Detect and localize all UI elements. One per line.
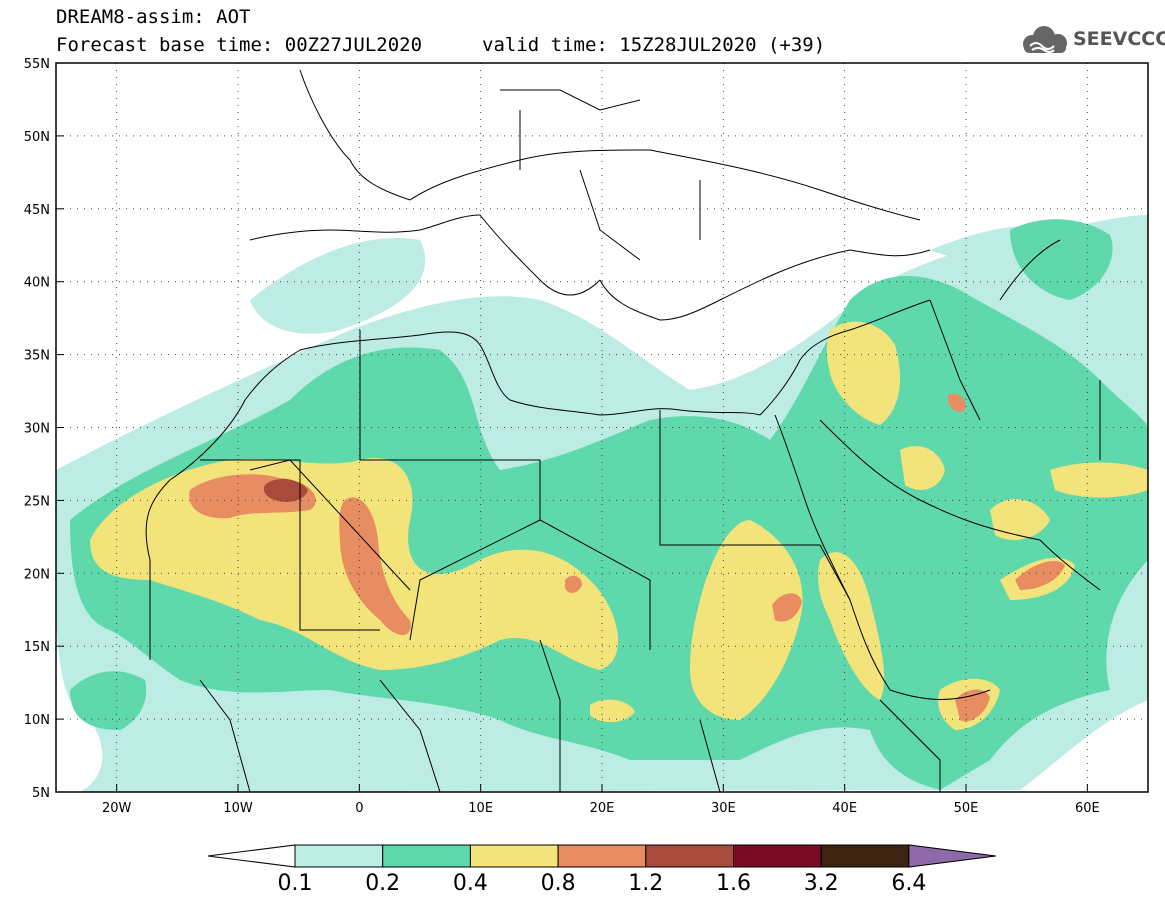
lon-tick-label: 10W [223, 801, 253, 816]
colorbar-segment-3 [469, 844, 559, 868]
lat-tick-label: 30N [24, 422, 50, 437]
cloud-icon [1023, 26, 1067, 53]
title-base-time: Forecast base time: 00Z27JUL2020 [56, 34, 423, 56]
colorbar-over-triangle [908, 844, 996, 868]
colorbar-segment-2 [382, 844, 471, 868]
colorbar-segment-7 [820, 844, 910, 868]
colorbar-label: 0.1 [277, 871, 313, 896]
lat-tick-label: 50N [24, 130, 50, 145]
lon-tick-label: 20W [102, 801, 132, 816]
colorbar-label: 0.4 [452, 871, 488, 896]
lat-tick-label: 10N [24, 713, 50, 728]
lon-tick-label: 10E [468, 801, 493, 816]
lon-tick-label: 30E [711, 801, 736, 816]
colorbar-segment-6 [733, 844, 822, 868]
country-borders [145, 69, 1101, 792]
colorbar-label: 0.2 [365, 871, 401, 896]
lat-tick-label: 20N [24, 567, 50, 582]
colorbar-segment-4 [557, 844, 647, 868]
aot-field [56, 215, 1148, 792]
colorbar [207, 844, 996, 868]
lon-tick-label: 20E [590, 801, 615, 816]
lat-tick-label: 25N [24, 494, 50, 509]
lat-tick-label: 35N [24, 349, 50, 364]
colorbar-label: 1.2 [628, 871, 664, 896]
axis-ticks: 20W 10W 0 10E 20E 30E 40E 50E 60E 5N 10N 15N 20N 25N 3… [24, 57, 1100, 816]
lon-tick-label: 0 [355, 801, 363, 816]
aot-level-1-2 [263, 478, 308, 502]
lat-tick-label: 5N [32, 786, 50, 801]
colorbar-label: 6.4 [891, 871, 927, 896]
lat-tick-label: 15N [24, 640, 50, 655]
lon-tick-label: 40E [832, 801, 857, 816]
colorbar-label: 3.2 [803, 871, 839, 896]
lat-tick-label: 45N [24, 203, 50, 218]
colorbar-under-triangle [207, 844, 296, 868]
title-valid-time: valid time: 15Z28JUL2020 (+39) [482, 34, 826, 56]
colorbar-segment-5 [645, 844, 734, 868]
lon-tick-label: 60E [1075, 801, 1100, 816]
grid-lines [56, 63, 1148, 792]
colorbar-segment-1 [294, 844, 384, 868]
lon-tick-label: 50E [954, 801, 979, 816]
logo-text: SEEVCCC [1073, 28, 1165, 50]
colorbar-label: 1.6 [716, 871, 751, 896]
colorbar-label: 0.8 [540, 871, 576, 896]
lat-tick-label: 55N [24, 57, 50, 72]
lat-tick-label: 40N [24, 276, 50, 291]
title-product: DREAM8-assim: AOT [56, 6, 251, 28]
